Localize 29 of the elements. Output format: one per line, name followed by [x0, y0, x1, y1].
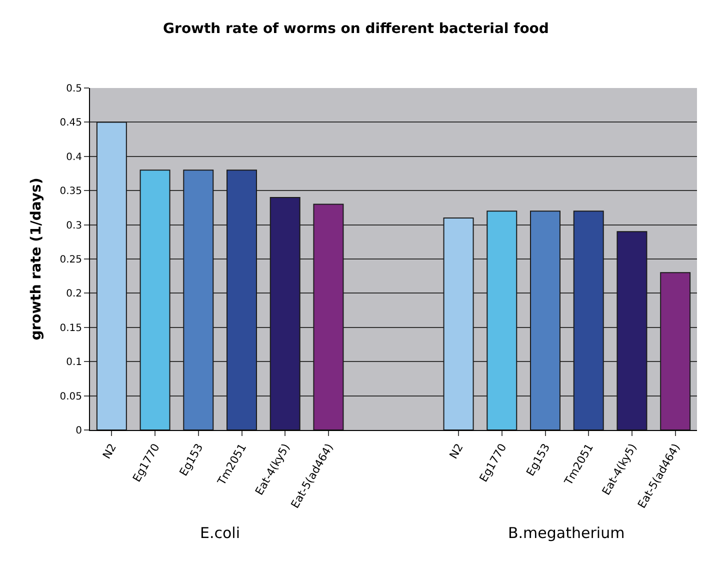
bar — [313, 204, 344, 430]
bar — [443, 217, 474, 430]
y-tick-label: 0 — [76, 426, 82, 436]
y-tick-label: 0.35 — [60, 186, 82, 198]
y-tick-label: 0.3 — [66, 220, 82, 232]
bar — [486, 210, 518, 430]
y-tick-label: 0.25 — [60, 254, 82, 266]
y-tick-label: 0.05 — [60, 391, 82, 402]
y-tick-label: 0.1 — [66, 357, 82, 368]
bar — [183, 170, 214, 430]
y-axis-title: growth rate (1/days) — [28, 178, 44, 340]
x-tick-label: N2 — [100, 441, 120, 462]
bar — [96, 122, 127, 430]
y-tick-label: 0.2 — [66, 288, 82, 300]
x-tick-label: N2 — [447, 441, 466, 462]
y-tick-label: 0.45 — [60, 118, 82, 129]
bar — [660, 272, 691, 430]
y-tick-label: 0.15 — [60, 322, 82, 334]
bar — [530, 210, 560, 430]
bar — [226, 170, 257, 430]
chart-title: Growth rate of worms on different bacterial food — [163, 21, 549, 37]
y-tick-label: 0.4 — [66, 152, 82, 163]
bar — [270, 196, 300, 430]
text: E.coli — [200, 524, 240, 542]
text: B.megatherium — [508, 524, 625, 542]
bar — [573, 210, 604, 430]
bar — [616, 231, 648, 430]
y-tick-label: 0.5 — [66, 84, 82, 94]
bar — [140, 170, 170, 430]
